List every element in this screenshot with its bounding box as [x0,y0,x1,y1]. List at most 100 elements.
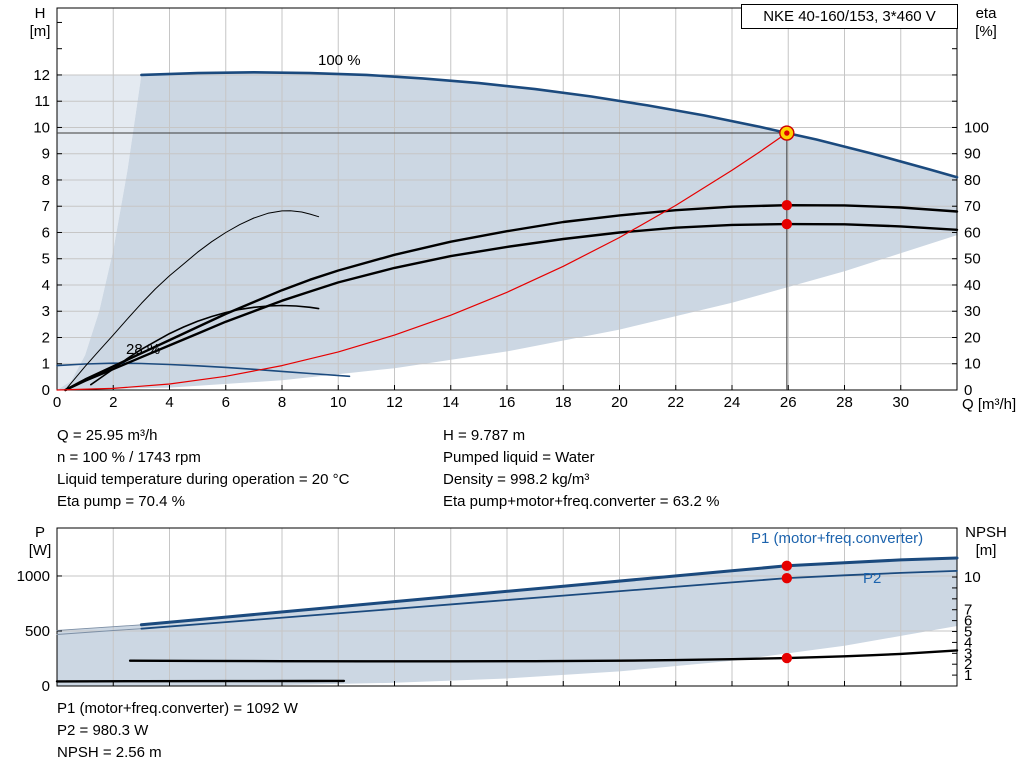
eta-axis-unit: [%] [975,23,997,40]
left-tick-label: 0 [42,382,50,399]
info-flow: Q = 25.95 m³/h [57,427,158,444]
right-tick-label: 10 [964,569,981,586]
operating-point-marker [781,652,793,664]
info-density: Density = 998.2 kg/m³ [443,471,590,488]
pump-curve-28pct [56,362,351,378]
eta-reduced-speed-thin-curve [64,210,320,391]
right-tick-label: 1 [964,667,972,684]
x-tick-label: 24 [724,394,741,411]
right-tick-label: 70 [964,198,981,215]
p2-curve-label: P2 [863,570,882,587]
eta-total-curve [64,222,959,392]
power-info-block: P1 (motor+freq.converter) = 1092 W P2 = … [57,698,298,764]
left-tick-label: 9 [42,146,50,163]
info-eta-pump: Eta pump = 70.4 % [57,493,185,510]
x-tick-label: 14 [442,394,459,411]
npsh-curve [128,649,959,663]
x-tick-label: 28 [836,394,853,411]
right-tick-label: 50 [964,251,981,268]
info-eta-total: Eta pump+motor+freq.converter = 63.2 % [443,493,720,510]
right-tick-label: 20 [964,329,981,346]
h-axis-title: H [m] [22,5,58,41]
pump-title-box: NKE 40-160/153, 3*460 V [741,4,958,29]
eta-reduced-speed-small-curve [90,304,320,386]
x-tick-label: 30 [892,394,909,411]
info-head: H = 9.787 m [443,427,526,444]
x-tick-label: 18 [555,394,572,411]
left-tick-label: 12 [33,67,50,84]
info-speed: n = 100 % / 1743 rpm [57,449,201,466]
p2-curve [140,570,958,630]
right-tick-label: 60 [964,224,981,241]
x-tick-label: 4 [165,394,173,411]
p-axis-title: P [W] [22,524,58,560]
left-tick-label: 8 [42,172,50,189]
right-tick-label: 3 [964,645,972,662]
left-tick-label: 0 [42,678,50,695]
q-axis-title: Q [m³/h] [962,396,1017,413]
p2-extension-line [56,628,142,635]
p1-curve-label: P1 (motor+freq.converter) [751,530,924,547]
left-tick-label: 1 [42,356,50,373]
left-tick-label: 7 [42,198,50,215]
right-tick-label: 0 [964,382,972,399]
right-tick-label: 6 [964,613,972,630]
x-tick-label: 16 [499,394,516,411]
duty-info-right-column: H = 9.787 m Pumped liquid = Water Densit… [443,425,719,513]
info-liquid-temperature: Liquid temperature during operation = 20… [57,471,350,488]
left-tick-label: 500 [25,623,50,640]
p1-curve [139,556,959,627]
left-tick-label: 11 [34,93,50,110]
npsh-axis-unit: [m] [975,542,997,559]
right-tick-label: 80 [964,172,981,189]
left-tick-label: 10 [33,119,50,136]
right-tick-label: 40 [964,277,981,294]
npsh-reduced-speed-curve [55,679,346,683]
left-tick-label: 2 [42,329,50,346]
footer-npsh: NPSH = 2.56 m [57,744,162,761]
operating-point-marker [781,199,793,211]
eta-axis-symbol: eta [975,5,997,22]
x-tick-label: 26 [780,394,797,411]
npsh-axis-title: NPSH [m] [958,524,1014,560]
operating-point-marker [781,218,793,230]
x-tick-label: 10 [330,394,347,411]
right-tick-label: 5 [964,624,972,641]
x-tick-label: 20 [611,394,628,411]
left-tick-label: 1000 [17,568,50,585]
right-tick-label: 90 [964,146,981,163]
eta-pump-curve [64,204,959,392]
x-tick-label: 6 [222,394,230,411]
pump-curve-100pct [140,71,959,179]
footer-p2: P2 = 980.3 W [57,722,149,739]
right-tick-label: 100 [964,119,989,136]
left-tick-label: 5 [42,251,50,268]
eta-axis-title: eta [%] [965,5,1007,41]
p-axis-unit: [W] [28,542,52,559]
h-axis-unit: [m] [29,23,51,40]
h-axis-symbol: H [34,5,46,22]
p-axis-symbol: P [34,524,45,541]
x-tick-label: 12 [386,394,403,411]
left-tick-label: 4 [42,277,50,294]
duty-point-center [784,130,790,136]
info-pumped-liquid: Pumped liquid = Water [443,449,595,466]
x-tick-label: 22 [667,394,684,411]
right-tick-label: 30 [964,303,981,320]
right-tick-label: 7 [964,602,972,619]
right-tick-label: 2 [964,656,972,673]
x-tick-label: 2 [109,394,117,411]
p1-extension-line [56,624,142,631]
x-tick-label: 0 [53,394,61,411]
duty-info-left-column: Q = 25.95 m³/h n = 100 % / 1743 rpm Liqu… [57,425,349,513]
left-tick-label: 3 [42,303,50,320]
npsh-axis-symbol: NPSH [965,524,1007,541]
right-tick-label: 4 [964,634,972,651]
operating-point-marker [781,572,793,584]
operating-point-marker [781,560,793,572]
system-curve [56,132,788,391]
left-tick-label: 6 [42,224,50,241]
speed-28-label: 28 % [126,341,161,358]
